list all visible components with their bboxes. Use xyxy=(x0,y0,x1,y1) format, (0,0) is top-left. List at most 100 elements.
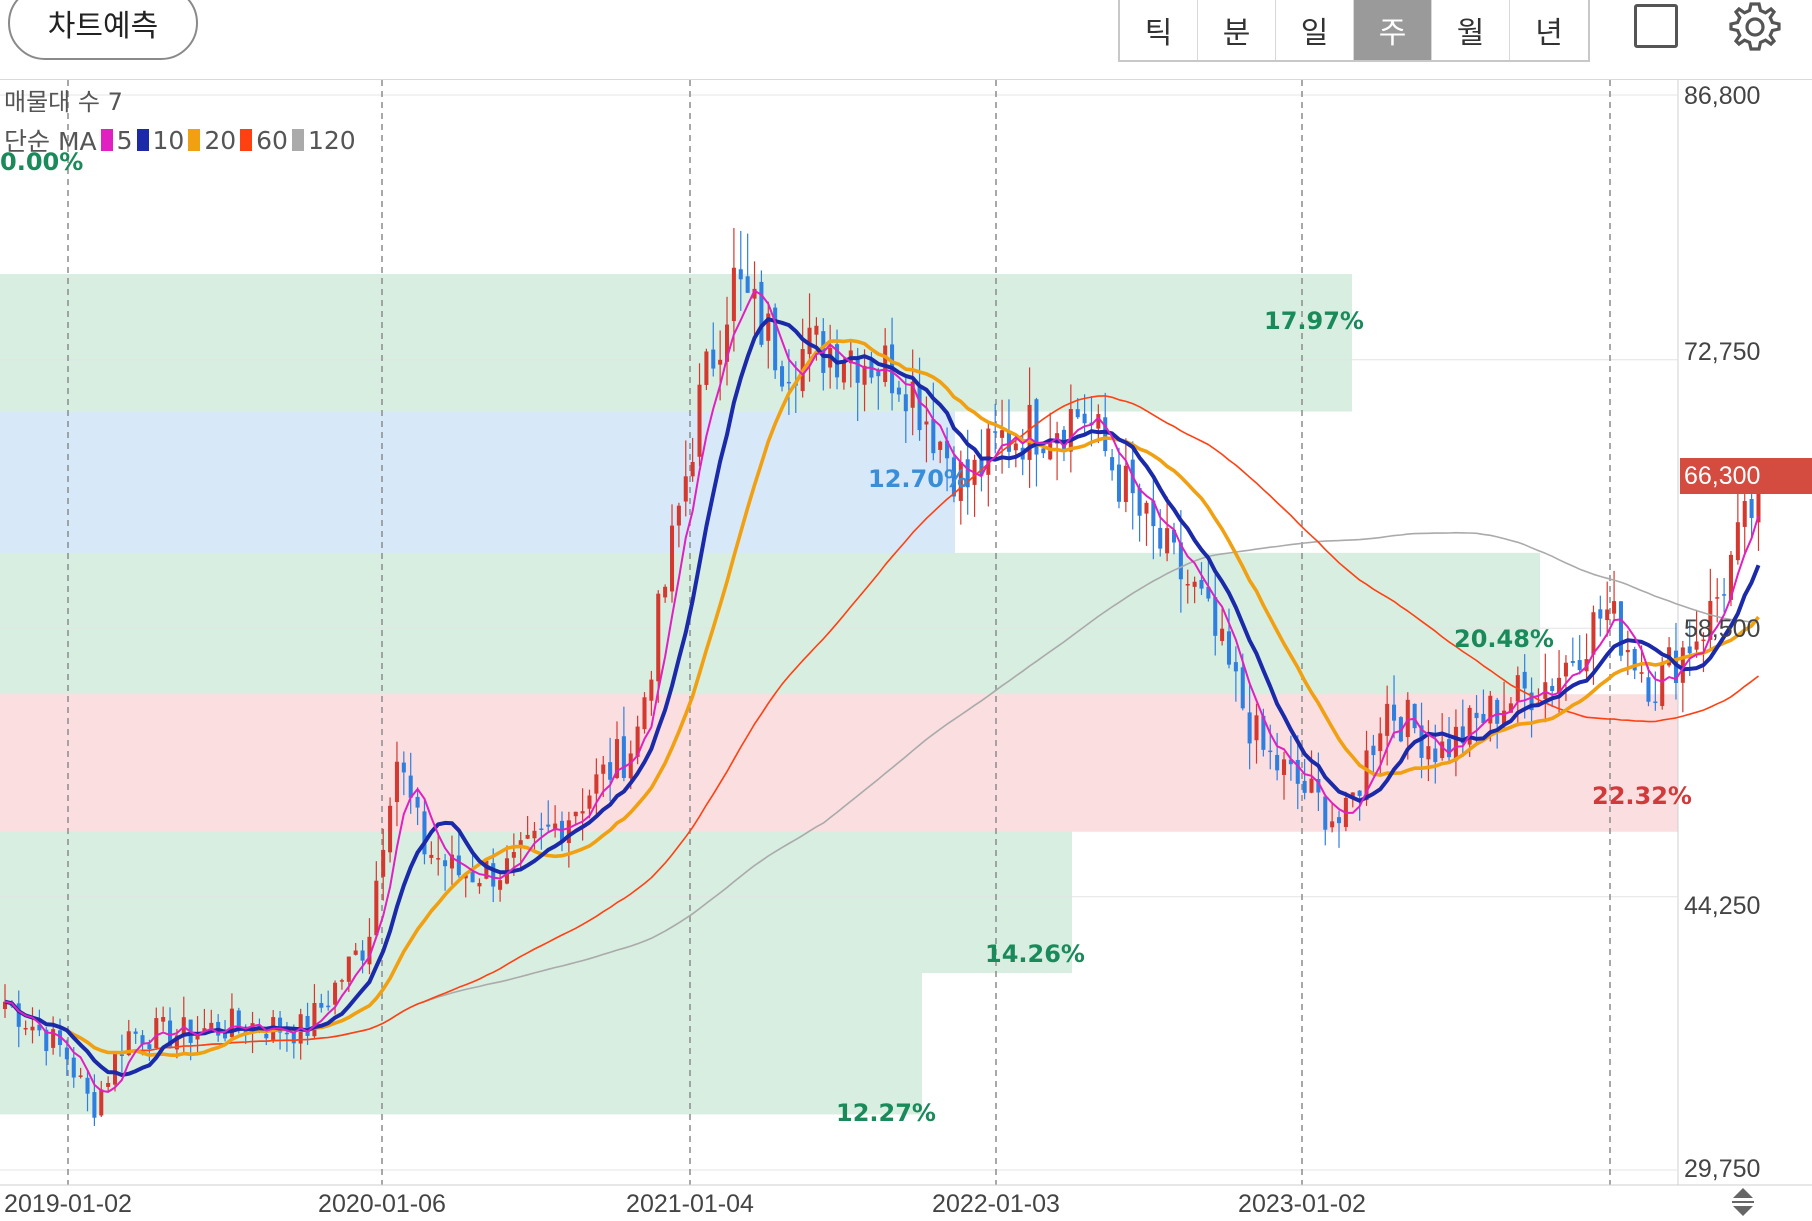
date-axis-label: 2022-01-03 xyxy=(932,1190,1060,1218)
candle xyxy=(1061,429,1066,449)
candle xyxy=(1488,695,1493,724)
candle xyxy=(676,505,681,526)
candle xyxy=(649,679,654,701)
tab-minute[interactable]: 분 xyxy=(1198,0,1276,60)
candle xyxy=(1288,759,1293,765)
candle xyxy=(367,936,372,965)
candle xyxy=(656,593,661,682)
candle xyxy=(1254,715,1259,741)
candle xyxy=(965,459,970,488)
ma10-swatch xyxy=(136,129,149,151)
candle xyxy=(711,349,716,369)
candle xyxy=(896,387,901,395)
candle xyxy=(64,1047,69,1060)
grid-lines xyxy=(0,80,1812,1186)
candle xyxy=(1275,754,1280,771)
candle xyxy=(381,849,386,877)
candle xyxy=(1708,600,1713,640)
interval-tabs: 틱 분 일 주 월 년 xyxy=(1118,0,1590,62)
candle xyxy=(1013,443,1018,451)
candle xyxy=(1371,745,1376,756)
candle xyxy=(284,1032,289,1035)
candle xyxy=(1680,647,1685,683)
candle xyxy=(443,860,448,867)
candle xyxy=(51,1029,56,1048)
candle xyxy=(532,830,537,839)
candle xyxy=(1543,682,1548,699)
candle xyxy=(663,586,668,598)
candle xyxy=(1701,639,1706,642)
tab-day[interactable]: 일 xyxy=(1276,0,1354,60)
candle xyxy=(869,360,874,378)
candle xyxy=(511,852,516,858)
candle xyxy=(1247,712,1252,744)
candle xyxy=(278,1017,283,1033)
candle xyxy=(807,327,812,355)
candle xyxy=(44,1029,49,1052)
candle xyxy=(580,811,585,814)
candle xyxy=(1653,701,1658,704)
candle xyxy=(1618,601,1623,656)
candle xyxy=(855,357,860,383)
candle xyxy=(1694,641,1699,650)
gear-icon[interactable] xyxy=(1726,0,1784,56)
candle xyxy=(236,1010,241,1027)
candle xyxy=(1735,522,1740,561)
candle xyxy=(518,840,523,849)
candle xyxy=(113,1053,118,1085)
tab-year[interactable]: 년 xyxy=(1535,16,1563,51)
candle xyxy=(1309,778,1314,793)
tab-month[interactable]: 월 xyxy=(1432,0,1510,60)
candle xyxy=(704,351,709,385)
candle xyxy=(1495,699,1500,724)
candle xyxy=(766,313,771,341)
candle xyxy=(621,736,626,778)
axis-scale-icon[interactable] xyxy=(1728,1186,1758,1218)
ma20-period: 20 xyxy=(204,125,237,155)
current-price-tag: 66,300 xyxy=(1680,458,1812,494)
candle xyxy=(628,753,633,779)
candle xyxy=(938,441,943,450)
candle xyxy=(333,982,338,1005)
candle xyxy=(786,381,791,384)
candle xyxy=(903,394,908,412)
candle xyxy=(388,805,393,853)
candle xyxy=(945,440,950,459)
candle xyxy=(1447,739,1452,758)
price-axis-label: 58,500 xyxy=(1684,615,1761,643)
candle xyxy=(546,824,551,827)
tab-week[interactable]: 주 xyxy=(1354,0,1432,60)
candle xyxy=(1639,672,1644,674)
ma10-period: 10 xyxy=(152,125,185,155)
chart-predict-button[interactable]: 차트예측 xyxy=(8,0,198,60)
candle xyxy=(1082,413,1087,424)
candle xyxy=(85,1077,90,1094)
candle xyxy=(587,795,592,809)
candle xyxy=(1557,677,1562,694)
candle xyxy=(1350,792,1355,798)
candle xyxy=(1591,612,1596,655)
price-axis-label: 72,750 xyxy=(1684,338,1761,366)
candle xyxy=(1563,662,1568,677)
candle xyxy=(1522,671,1527,689)
tab-tick[interactable]: 틱 xyxy=(1120,0,1198,60)
candle xyxy=(1756,481,1761,523)
candle xyxy=(1281,759,1287,775)
candle xyxy=(449,854,454,869)
candle xyxy=(1728,554,1733,600)
candle xyxy=(759,281,764,345)
zone-label: 12.70% xyxy=(868,465,968,493)
ma20-swatch xyxy=(188,129,201,151)
candle xyxy=(1460,726,1465,744)
candle xyxy=(725,324,730,362)
candle xyxy=(1330,821,1335,828)
candle xyxy=(99,1089,104,1116)
candle xyxy=(1660,662,1665,707)
candle xyxy=(1144,502,1149,514)
candle xyxy=(195,1033,200,1040)
fullscreen-square-icon[interactable] xyxy=(1634,4,1678,48)
candle xyxy=(862,365,867,385)
candle xyxy=(319,1003,324,1008)
candle xyxy=(718,359,723,365)
